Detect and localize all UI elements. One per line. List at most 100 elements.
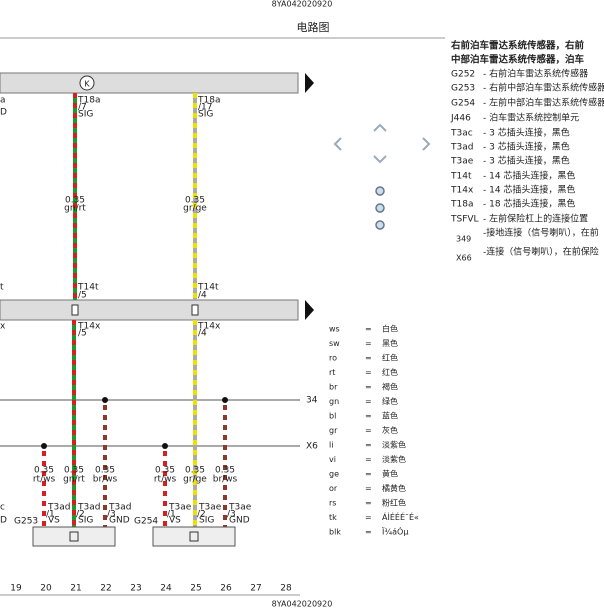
bus-label: 34 [306, 396, 318, 406]
bar-symbol: K [84, 80, 90, 89]
color-name: 黑色 [382, 338, 398, 348]
color-code: blk [329, 528, 341, 537]
wire-color: rt/ws [154, 475, 177, 485]
nav-down[interactable] [373, 155, 387, 164]
color-code: ge [329, 470, 339, 479]
cut-label: t [0, 283, 4, 293]
color-code: gn [329, 397, 339, 406]
wire-gauge: 0.35 [185, 466, 205, 476]
color-code: li [329, 441, 333, 450]
legend-code: G253 [451, 84, 475, 94]
pin-label: T3ad [47, 503, 70, 513]
nav-right[interactable] [422, 137, 431, 151]
legend-desc: - 18 芯插头连接，黑色 [483, 198, 575, 210]
bar-symbol-circle [79, 75, 95, 91]
pin-label: SIG [199, 516, 214, 526]
pin-label: T3ae [198, 503, 222, 513]
color-name: 白色 [382, 324, 398, 334]
equals: = [365, 325, 372, 334]
color-code: rs [329, 499, 336, 508]
wire-gauge: 0.35 [65, 196, 85, 206]
wire-color: gn/rt [63, 475, 85, 485]
pin-label: /4 [198, 329, 207, 339]
color-name: 淡紫色 [382, 440, 406, 450]
footer-id: 8YA042020920 [272, 600, 333, 609]
column-number: 20 [40, 584, 52, 594]
legend-code: T3ad [450, 143, 473, 153]
pin-label: T14x [197, 322, 221, 332]
column-number: 21 [70, 584, 81, 594]
zoom-in[interactable] [375, 203, 385, 213]
legend-desc: - 泊车雷达系统控制单元 [483, 112, 579, 124]
pin-label: SIG [78, 110, 93, 120]
cut-label: D [0, 516, 7, 526]
pin-label: /2 [76, 510, 85, 520]
pin-label: GND [229, 516, 250, 526]
column-number: 19 [10, 584, 22, 594]
pin-label: SIG [78, 516, 93, 526]
legend-code: T3ae [450, 157, 474, 167]
color-code: br [329, 383, 338, 392]
legend-code: 349 [456, 235, 471, 244]
pin-label: /17 [198, 103, 212, 113]
zoom-out[interactable] [375, 220, 385, 230]
equals: = [365, 354, 372, 363]
nav-left[interactable] [333, 137, 342, 151]
color-code: or [329, 484, 338, 493]
pin-label: T14t [77, 283, 99, 293]
wire-gauge: 0.35 [155, 466, 175, 476]
color-code: tk [329, 513, 337, 522]
equals: = [365, 499, 372, 508]
equals: = [365, 412, 372, 421]
color-name: 淡紫色 [382, 454, 406, 464]
nav-up[interactable] [373, 123, 387, 132]
pin-label: GND [109, 516, 130, 526]
legend-desc: - 左前保险杠上的连接位置 [483, 213, 588, 225]
color-name: 绿色 [382, 396, 398, 406]
legend-heading: 中部泊车雷达系统传感器，泊车 [451, 54, 585, 66]
wire-color: gn/rt [64, 204, 86, 214]
legend-desc: - 右前中部泊车雷达系统传感器 [483, 82, 604, 94]
color-name: 橘黄色 [382, 483, 406, 493]
component-box [32, 526, 116, 547]
column-number: 22 [100, 584, 111, 594]
column-number: 23 [130, 584, 141, 594]
wire-gauge: 0.35 [34, 466, 54, 476]
legend-desc: -接地连接（信号喇叭），在前 [483, 227, 599, 239]
color-name: 红色 [382, 367, 398, 377]
wire-gauge: 0.35 [185, 196, 205, 206]
pin-label: VS [48, 516, 60, 526]
color-code: gr [329, 426, 338, 435]
equals: = [365, 383, 372, 392]
pin-label: /5 [78, 291, 87, 301]
page-title: 电路图 [297, 21, 330, 34]
pin-label: /4 [198, 291, 207, 301]
equals: = [365, 455, 372, 464]
legend-desc: -连接（信号喇叭），在前保险 [483, 246, 599, 258]
junction-dot [41, 443, 47, 449]
pin-label: SIG [198, 110, 213, 120]
bus-label: X6 [306, 442, 318, 452]
legend-heading: 右前泊车雷达系统传感器，右前 [450, 40, 585, 52]
color-code: vi [329, 455, 336, 464]
legend-code: T14t [450, 172, 472, 182]
color-name: Ï¾áÓµ [382, 526, 408, 537]
legend-desc: - 右前泊车雷达系统传感器 [483, 68, 588, 80]
sensor-symbol [69, 531, 79, 542]
zoom-fit[interactable] [375, 186, 385, 196]
equals: = [365, 513, 372, 522]
color-name: 黄色 [382, 469, 398, 479]
legend-code: T3ac [450, 129, 473, 139]
pin-label: T3ad [77, 503, 100, 513]
cut-label: D [0, 108, 7, 118]
component-label: G253 [14, 517, 38, 527]
equals: = [365, 528, 372, 537]
wire-color: br/ws [213, 475, 238, 485]
legend-desc: - 3 芯插头连接，黑色 [483, 141, 570, 153]
cut-label: a [0, 96, 6, 106]
component-box [152, 526, 236, 547]
pin-label: T3ae [168, 503, 192, 513]
wire-gauge: 0.35 [215, 466, 235, 476]
color-code: ro [329, 354, 337, 363]
